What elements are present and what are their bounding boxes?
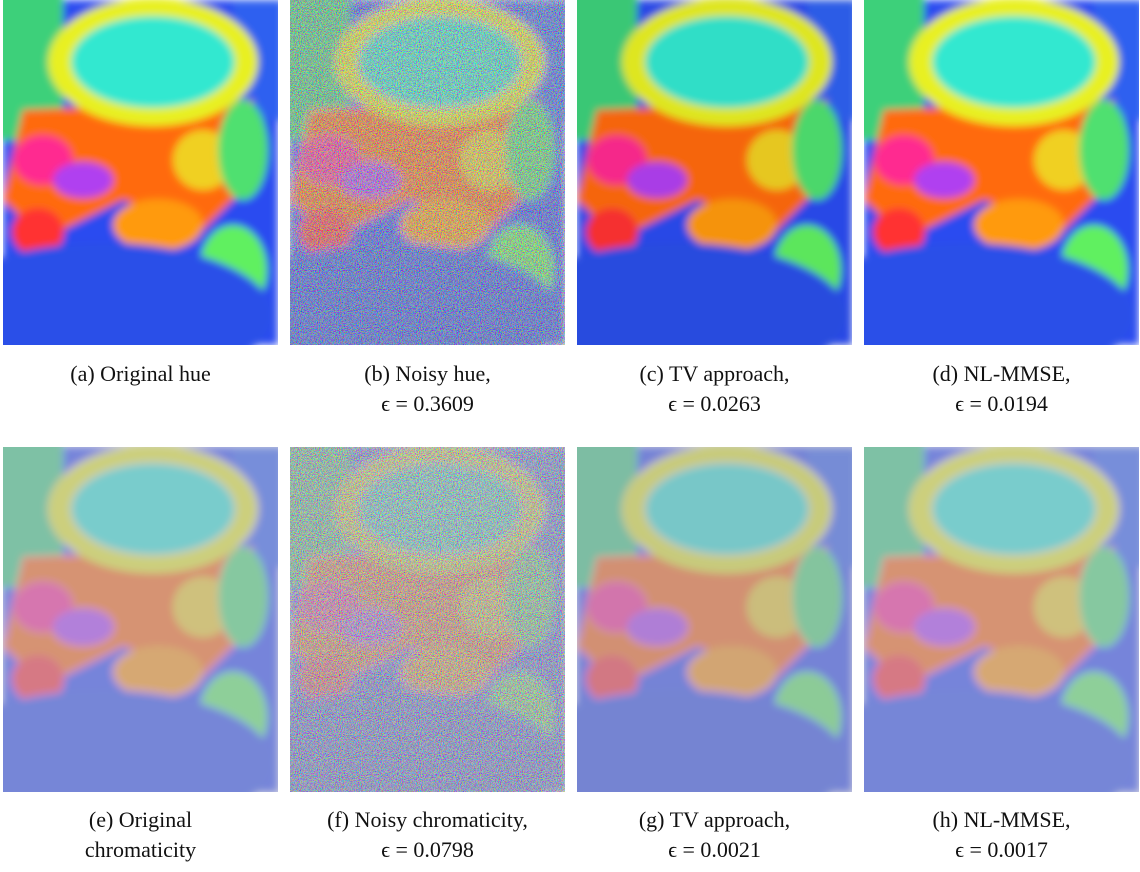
caption-line: ϵ = 0.3609 xyxy=(381,391,474,416)
caption-line: (g) TV approach, xyxy=(639,807,790,832)
desaturate xyxy=(3,447,278,792)
desaturate xyxy=(577,447,852,792)
caption-line: (f) Noisy chromaticity, xyxy=(327,807,528,832)
caption-line: ϵ = 0.0194 xyxy=(955,391,1048,416)
caption-line: (h) NL-MMSE, xyxy=(932,807,1070,832)
noise xyxy=(290,0,565,345)
panel xyxy=(0,0,283,387)
panel xyxy=(0,437,283,834)
caption-line: (c) TV approach, xyxy=(639,361,789,386)
caption-line: (a) Original hue xyxy=(70,361,211,386)
figure: (a) Original hue (b) Noisy hue, ϵ = 0.3609… xyxy=(0,0,1140,872)
noise xyxy=(290,447,565,792)
desaturate xyxy=(864,447,1139,792)
texture xyxy=(577,0,852,345)
image-content xyxy=(0,0,283,387)
panel-image xyxy=(0,437,283,834)
caption-line: ϵ = 0.0263 xyxy=(668,391,761,416)
panel-image xyxy=(0,0,283,387)
caption-line: (b) Noisy hue, xyxy=(364,361,490,386)
caption-line: ϵ = 0.0798 xyxy=(381,837,474,862)
caption-line: (d) NL-MMSE, xyxy=(932,361,1070,386)
caption-line: (e) Original xyxy=(89,807,192,832)
caption-line: ϵ = 0.0021 xyxy=(668,837,761,862)
caption-line: ϵ = 0.0017 xyxy=(955,837,1048,862)
caption-line: chromaticity xyxy=(85,837,196,862)
